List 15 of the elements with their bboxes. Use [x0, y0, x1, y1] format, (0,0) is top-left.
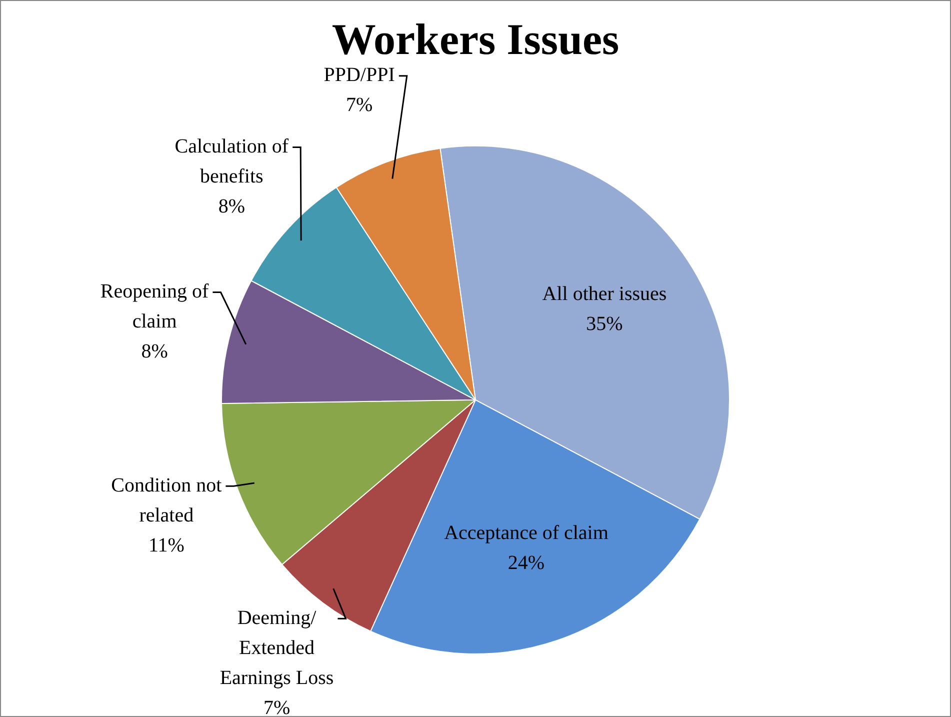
slice-label: Acceptance of claim: [444, 522, 609, 544]
slice-label: Condition not related: [111, 474, 222, 526]
data-label: 7%: [346, 94, 373, 116]
data-label: 8%: [141, 340, 168, 363]
data-label: 35%: [586, 312, 623, 335]
chart-title: Workers Issues: [332, 14, 620, 64]
slice-label: Deeming/ Extended Earnings Loss: [220, 606, 334, 689]
slice-label: PPD/PPI: [324, 64, 395, 86]
data-label: 24%: [508, 552, 545, 574]
slice-label: Calculation of benefits: [174, 135, 289, 188]
data-label: 7%: [263, 696, 290, 717]
slice-label: Reopening of claim: [100, 280, 210, 333]
data-label: 8%: [218, 195, 245, 218]
slice-label: All other issues: [542, 282, 667, 305]
data-label: 11%: [148, 534, 184, 556]
